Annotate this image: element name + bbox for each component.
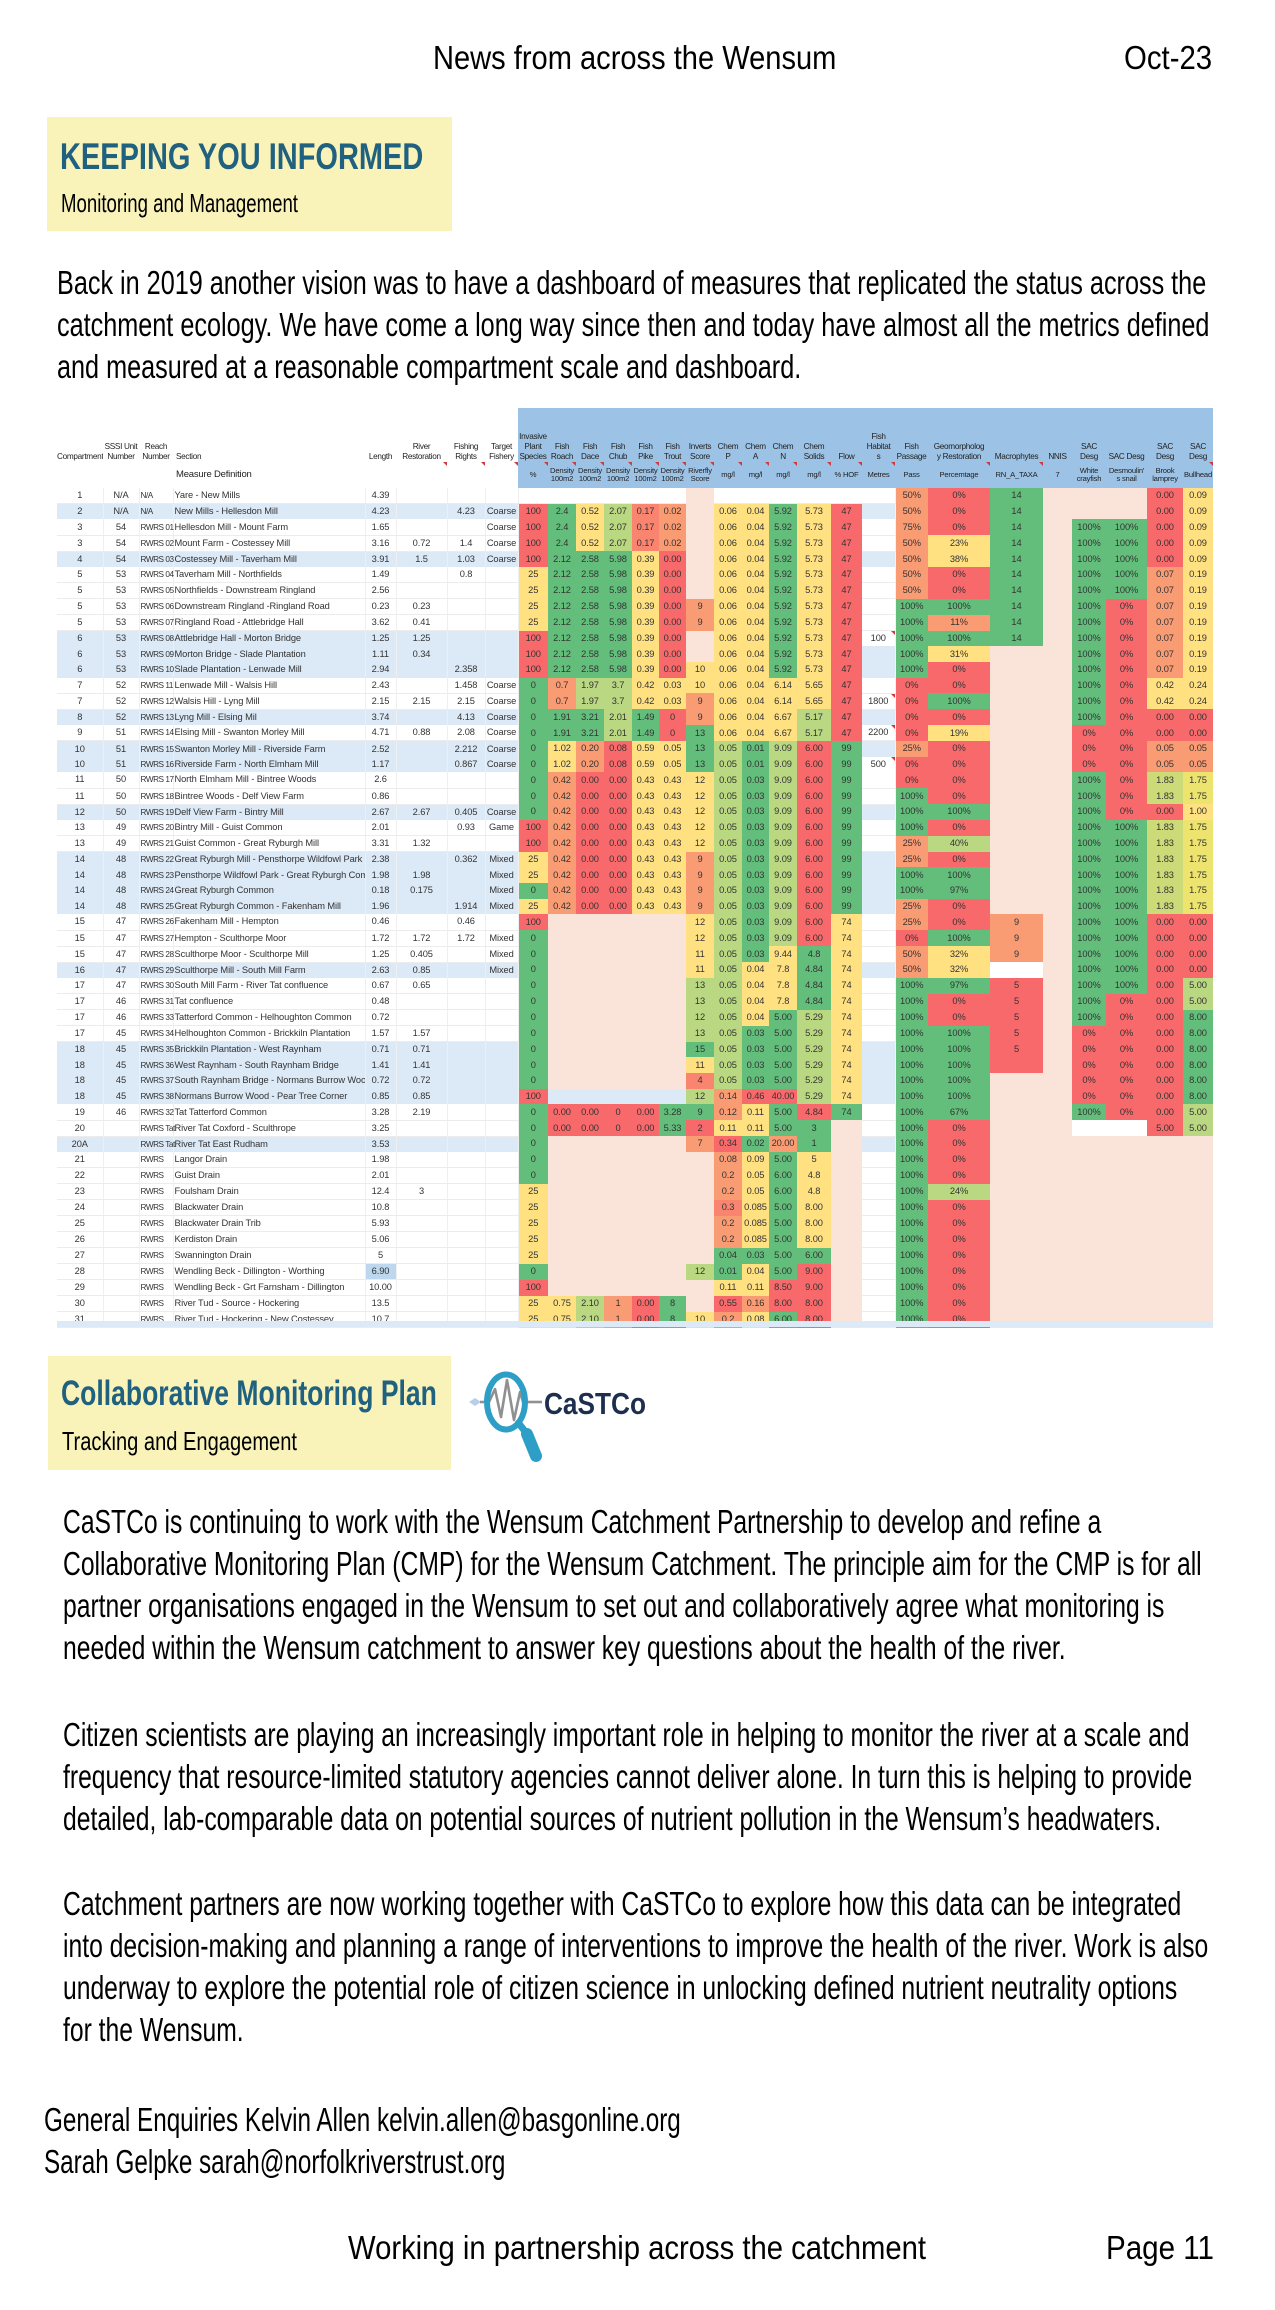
svg-text:CaSTCo: CaSTCo: [544, 1387, 646, 1422]
